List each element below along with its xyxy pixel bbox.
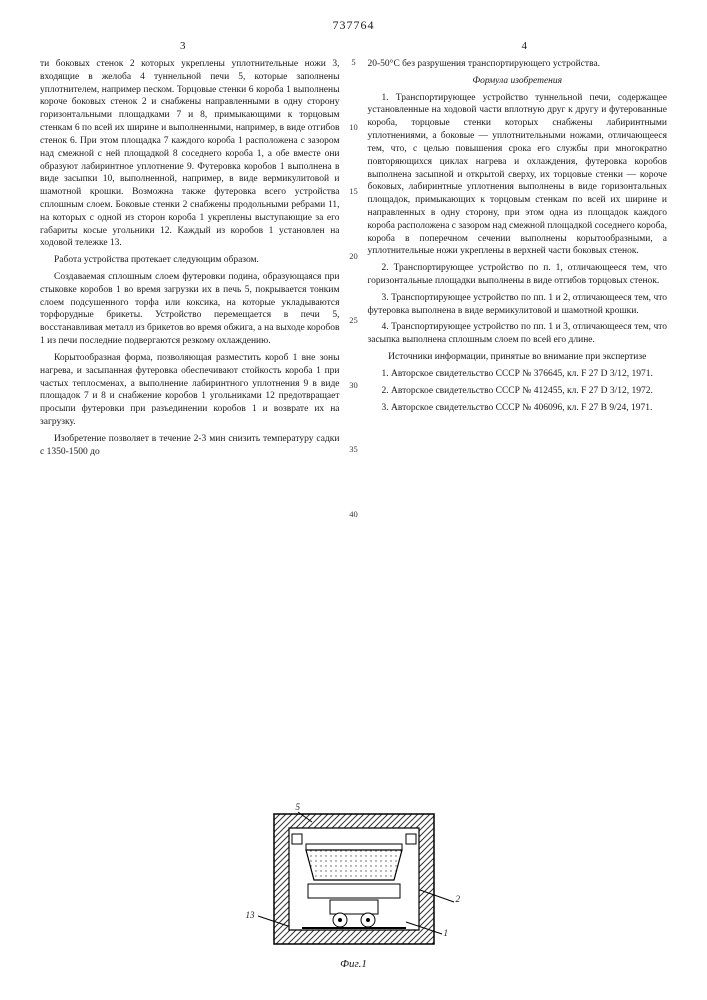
source-paragraph: 3. Авторское свидетельство СССР № 406096…	[368, 402, 668, 415]
line-number-gutter: 5 10 15 20 25 30 35 40	[349, 58, 358, 574]
document-number: 737764	[333, 18, 375, 33]
ref-label: 2	[456, 894, 461, 904]
left-column-number: 3	[180, 40, 186, 52]
body-paragraph: Создаваемая сплошным слоем футеровки под…	[40, 271, 340, 348]
line-marker: 35	[349, 445, 358, 454]
claim-paragraph: 4. Транспортирующее устройство по пп. 1 …	[368, 321, 668, 347]
ref-label: 1	[444, 928, 449, 938]
claim-paragraph: 3. Транспортирующее устройство по пп. 1 …	[368, 292, 668, 318]
body-paragraph: 20-50°С без разрушения транспортирующего…	[368, 58, 668, 71]
claims-heading: Формула изобретения	[368, 75, 668, 88]
figure-1: 5 13 1 2 Фиг.1	[234, 794, 474, 970]
source-paragraph: 2. Авторское свидетельство СССР № 412455…	[368, 385, 668, 398]
line-marker: 5	[349, 58, 358, 67]
line-marker: 30	[349, 381, 358, 390]
right-column: 20-50°С без разрушения транспортирующего…	[368, 58, 668, 462]
right-column-number: 4	[522, 40, 528, 52]
body-paragraph: Изобретение позволяет в течение 2-3 мин …	[40, 433, 340, 459]
claim-paragraph: 2. Транспортирующее устройство по п. 1, …	[368, 262, 668, 288]
line-marker: 20	[349, 252, 358, 261]
line-marker: 40	[349, 510, 358, 519]
body-paragraph: ти боковых стенок 2 которых укреплены уп…	[40, 58, 340, 250]
left-column: ти боковых стенок 2 которых укреплены уп…	[40, 58, 340, 462]
body-paragraph: Корытообразная форма, позволяющая размес…	[40, 352, 340, 429]
source-paragraph: 1. Авторское свидетельство СССР № 376645…	[368, 368, 668, 381]
sources-heading: Источники информации, принятые во вниман…	[368, 351, 668, 364]
figure-drawing	[234, 794, 474, 954]
body-paragraph: Работа устройства протекает следующим об…	[40, 254, 340, 267]
line-marker: 10	[349, 123, 358, 132]
ref-label: 13	[246, 910, 255, 920]
line-marker: 15	[349, 187, 358, 196]
claim-paragraph: 1. Транспортирующее устройство туннельно…	[368, 92, 668, 259]
ref-label: 5	[296, 802, 301, 812]
line-marker: 25	[349, 316, 358, 325]
figure-caption: Фиг.1	[234, 958, 474, 970]
